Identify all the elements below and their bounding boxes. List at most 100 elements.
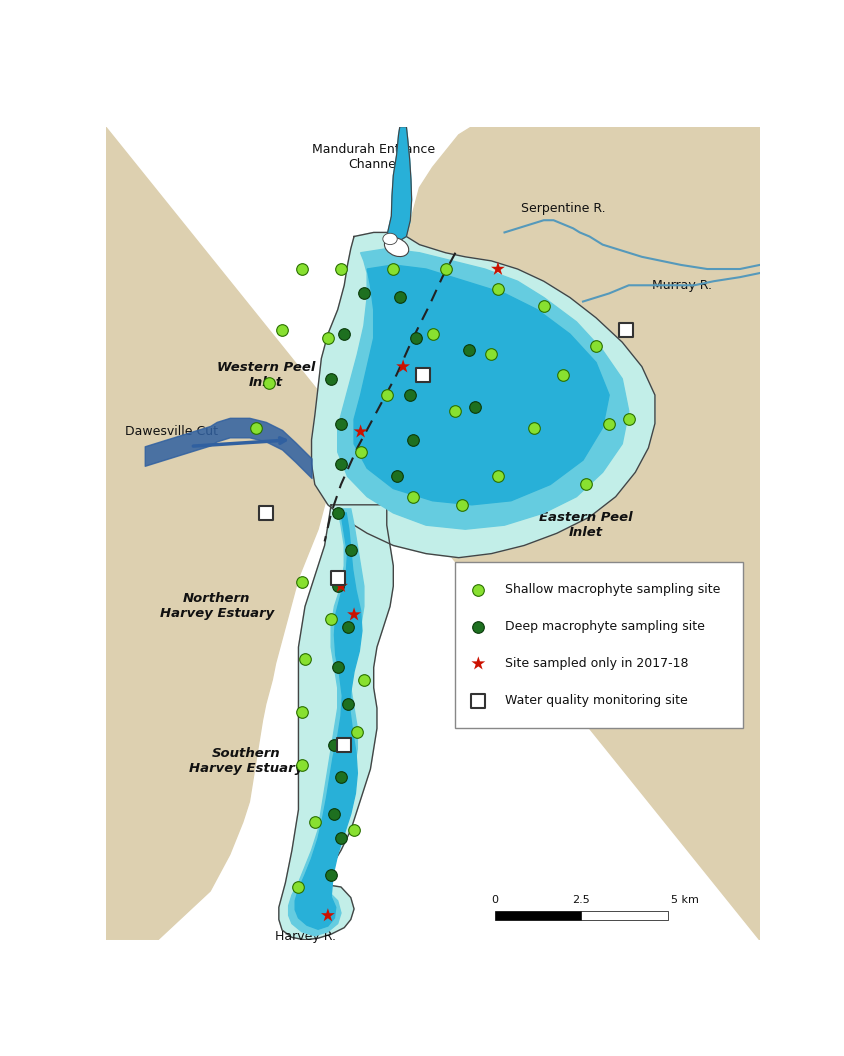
Point [354,444,367,460]
Text: Eastern Peel
Inlet: Eastern Peel Inlet [539,511,633,540]
Bar [495,911,582,921]
Text: Site sampled only in 2017-18: Site sampled only in 2017-18 [505,657,688,671]
Point [393,289,407,306]
Polygon shape [311,232,655,558]
Text: Mandurah Entrance
Channel: Mandurah Entrance Channel [312,144,436,171]
Point [354,423,367,440]
Point [331,505,344,522]
Point [344,541,358,558]
Point [380,386,393,403]
Point [472,692,485,709]
Text: Dawesville Cut: Dawesville Cut [125,426,218,438]
Point [324,371,338,388]
Text: 0: 0 [491,894,498,905]
Point [259,505,273,522]
Text: Murray R.: Murray R. [652,279,711,291]
Point [334,456,348,473]
Point [537,297,550,314]
Polygon shape [338,248,629,529]
Ellipse shape [384,238,408,257]
Point [603,415,616,432]
Point [292,879,306,895]
Point [295,261,309,278]
Point [334,578,348,595]
Point [295,703,309,720]
Point [491,261,505,278]
Point [472,655,485,672]
Point [295,756,309,773]
Point [472,618,485,635]
Point [416,366,430,383]
Point [397,358,410,375]
Point [298,650,311,667]
Point [324,610,338,627]
Point [334,769,348,786]
Point [331,578,344,595]
Point [348,822,361,838]
Point [327,736,341,753]
Point [341,696,354,713]
Point [484,346,498,363]
Point [357,285,371,302]
Point [406,431,419,448]
Point [275,321,289,338]
Point [331,659,344,676]
Point [491,468,505,485]
Point [338,736,351,753]
Point [350,724,364,741]
Point [334,261,348,278]
Point [622,411,636,428]
Point [338,325,351,342]
Point [409,329,423,346]
Text: 5 km: 5 km [671,894,699,905]
Point [406,488,419,505]
Polygon shape [295,513,362,929]
Polygon shape [289,509,364,936]
Point [341,619,354,636]
Point [295,573,309,590]
Polygon shape [354,265,609,505]
Point [580,476,593,493]
Point [348,606,361,623]
Ellipse shape [383,233,398,245]
Point [462,342,475,359]
Point [308,813,322,830]
Point [334,830,348,847]
Point [557,366,571,383]
Point [321,907,334,924]
Text: Harvey R.: Harvey R. [274,930,336,943]
Point [439,261,452,278]
Text: Northern
Harvey Estuary: Northern Harvey Estuary [160,592,273,621]
Point [619,321,632,338]
Text: Southern
Harvey Estuary: Southern Harvey Estuary [189,747,303,775]
Text: 2.5: 2.5 [572,894,590,905]
Point [468,399,482,416]
Point [455,496,468,513]
Polygon shape [279,505,393,940]
Bar [456,562,744,729]
Point [426,325,440,342]
Text: Deep macrophyte sampling site: Deep macrophyte sampling site [505,620,705,633]
Point [262,375,276,392]
Polygon shape [106,127,760,940]
Text: Western Peel
Inlet: Western Peel Inlet [217,361,315,389]
Bar [582,911,668,921]
Point [472,581,485,598]
Point [390,468,403,485]
Point [357,672,371,689]
Point [334,415,348,432]
Point [327,806,341,823]
Point [331,569,344,586]
Point [449,402,463,419]
Point [321,329,334,346]
Point [403,386,416,403]
Point [491,281,505,298]
Text: Water quality monitoring site: Water quality monitoring site [505,694,687,708]
Text: Serpentine R.: Serpentine R. [521,202,605,214]
Text: Shallow macrophyte sampling site: Shallow macrophyte sampling site [505,583,720,596]
Point [324,866,338,883]
Polygon shape [387,127,412,241]
Point [528,419,541,436]
Point [387,261,400,278]
Point [249,419,262,436]
